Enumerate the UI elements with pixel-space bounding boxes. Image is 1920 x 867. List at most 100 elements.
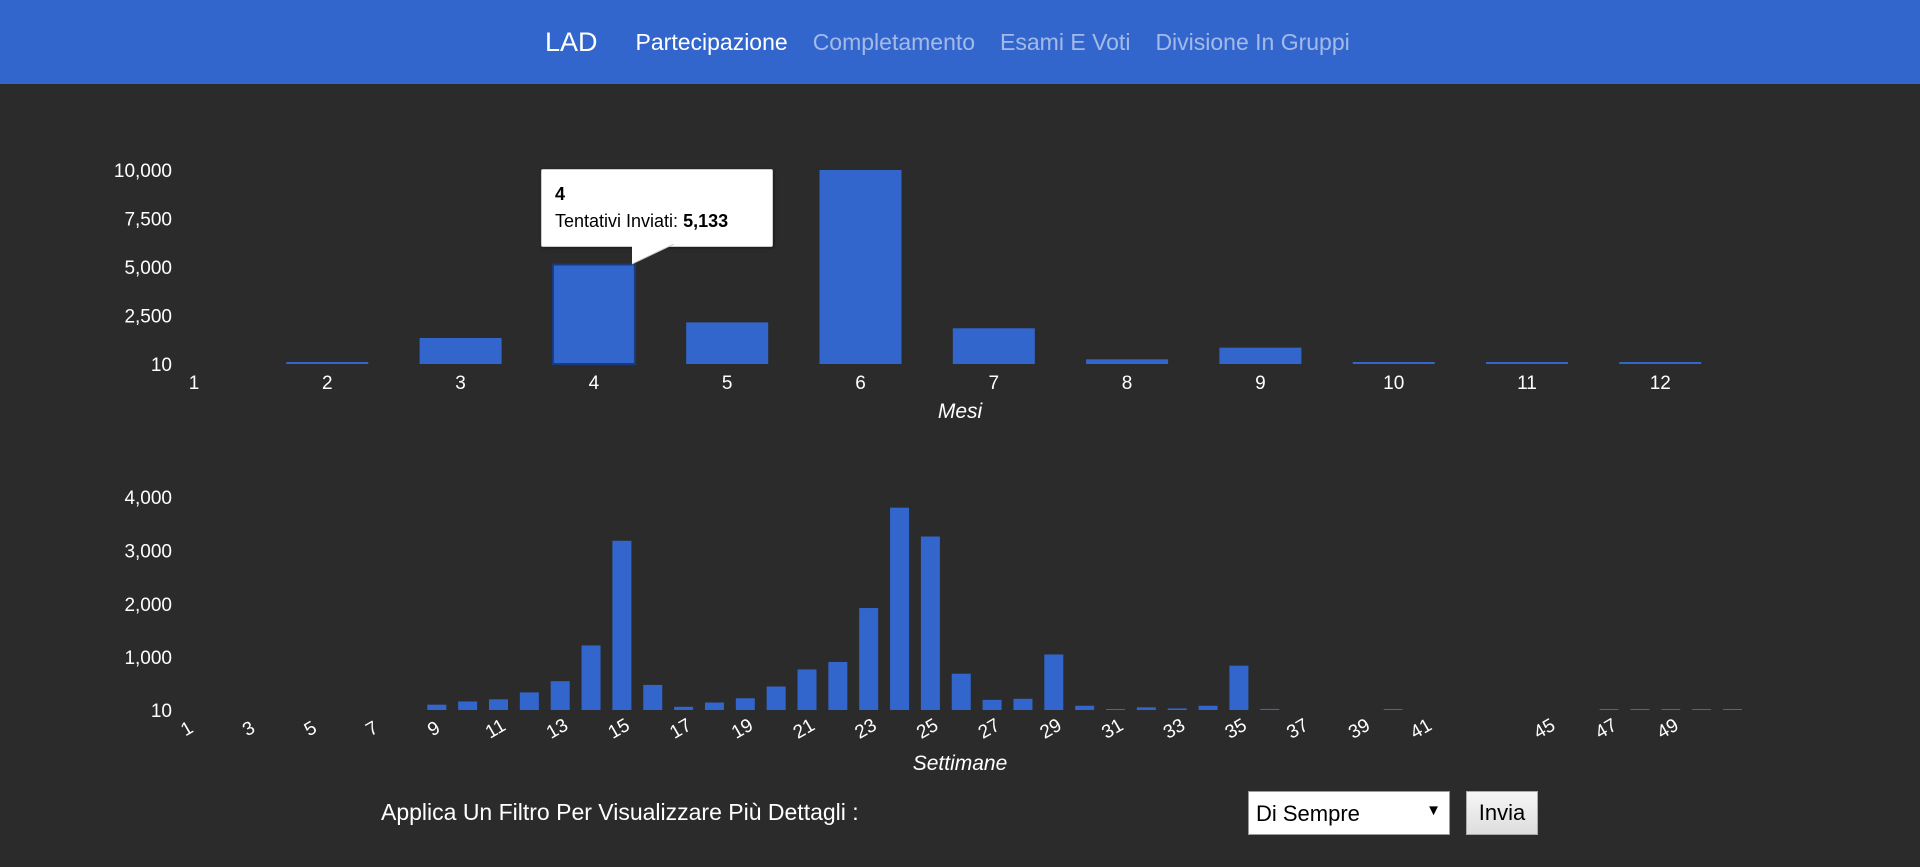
- x-tick-label: 33: [1160, 715, 1189, 744]
- bar-tooltip: 4 Tentativi Inviati: 5,133: [541, 169, 773, 247]
- weekly-bar-chart: 10 1,000 2,000 3,000 4,000 1 3 5 7 9 11 13 15 17 19 21 2…: [124, 488, 1742, 775]
- bar-week-22: [828, 661, 848, 710]
- x-tick-label: 9: [1255, 373, 1266, 394]
- bar-week-34: [1198, 705, 1218, 710]
- bar-week-18: [704, 702, 724, 710]
- tooltip-label: Tentativi Inviati:: [555, 211, 684, 231]
- x-tick-label: 35: [1222, 715, 1251, 744]
- bar-week-13: [550, 681, 570, 710]
- x-tick-label: 11: [482, 715, 510, 743]
- x-tick-label: 11: [1517, 373, 1537, 394]
- bar-week-48: [1630, 709, 1650, 710]
- period-select[interactable]: Di Sempre ▼: [1248, 791, 1450, 835]
- tooltip-row: Tentativi Inviati: 5,133: [555, 211, 728, 232]
- bar-week-50: [1692, 709, 1712, 710]
- filter-row: Applica Un Filtro Per Visualizzare Più D…: [0, 790, 1920, 840]
- y-tick-label: 7,500: [124, 210, 172, 231]
- bar-month-5: [686, 322, 769, 364]
- nav-inner: LAD Partecipazione Completamento Esami E…: [545, 0, 1375, 84]
- bar-week-26: [951, 673, 971, 710]
- bar-week-27: [982, 699, 1002, 710]
- bar-month-7: [952, 328, 1035, 364]
- bar-week-21: [797, 669, 817, 710]
- x-axis-title: Settimane: [913, 752, 1008, 775]
- submit-button[interactable]: Invia: [1466, 791, 1538, 835]
- bar-week-36: [1260, 708, 1280, 710]
- nav-link-completamento[interactable]: Completamento: [812, 28, 976, 55]
- x-tick-label: 3: [239, 717, 259, 740]
- y-tick-label: 10: [151, 355, 172, 376]
- x-tick-label: 8: [1122, 373, 1133, 394]
- x-tick-label: 2: [322, 373, 333, 394]
- nav-link-esami-e-voti[interactable]: Esami E Voti: [1000, 28, 1131, 55]
- bar-month-10: [1352, 362, 1435, 364]
- nav-link-partecipazione[interactable]: Partecipazione: [635, 28, 788, 55]
- y-tick-label: 10,000: [114, 161, 172, 182]
- x-tick-label: 19: [728, 715, 757, 744]
- bar-week-16: [643, 684, 663, 710]
- bar-week-47: [1599, 709, 1619, 710]
- tooltip-value: 5,133: [683, 211, 729, 231]
- x-tick-label: 29: [1037, 715, 1066, 744]
- bar-week-25: [920, 536, 940, 710]
- y-tick-label: 10: [151, 701, 172, 722]
- x-tick-label: 41: [1407, 715, 1436, 744]
- y-tick-label: 2,500: [124, 307, 172, 328]
- x-tick-label: 1: [177, 717, 197, 740]
- bar-week-31: [1106, 709, 1125, 710]
- x-tick-label: 6: [855, 373, 866, 394]
- bar-week-30: [1075, 705, 1095, 710]
- x-tick-label: 49: [1654, 715, 1683, 744]
- x-axis-title: Mesi: [938, 400, 984, 423]
- x-tick-label: 7: [989, 373, 1000, 394]
- y-tick-label: 1,000: [124, 648, 172, 669]
- bar-week-35: [1229, 665, 1249, 710]
- x-tick-label: 23: [852, 715, 881, 744]
- tooltip-title: 4: [555, 184, 566, 204]
- x-tick-label: 17: [666, 715, 695, 744]
- bar-week-28: [1013, 698, 1033, 710]
- x-tick-label: 4: [589, 373, 600, 394]
- y-tick-label: 3,000: [124, 541, 172, 562]
- y-tick-label: 5,000: [124, 258, 172, 279]
- bar-month-12: [1619, 362, 1702, 364]
- tooltip-tail: [632, 244, 675, 265]
- bar-week-9: [427, 704, 447, 710]
- x-tick-label: 13: [543, 715, 572, 744]
- x-tick-label: 15: [605, 715, 634, 744]
- dropdown-caret-icon: ▼: [1426, 802, 1441, 819]
- bar-week-29: [1044, 654, 1064, 710]
- x-tick-label: 39: [1345, 715, 1374, 744]
- x-tick-label: 3: [455, 373, 466, 394]
- brand-link[interactable]: LAD: [545, 26, 598, 57]
- x-tick-label: 5: [722, 373, 733, 394]
- bar-week-23: [859, 608, 879, 710]
- bar-month-6: [819, 170, 902, 364]
- bar-week-51: [1723, 709, 1742, 710]
- bar-week-32: [1136, 707, 1156, 710]
- x-tick-label: 7: [363, 717, 383, 740]
- bar-week-20: [766, 686, 786, 710]
- period-select-value: Di Sempre: [1256, 801, 1360, 826]
- bar-week-11: [489, 699, 508, 710]
- x-tick-label: 25: [913, 715, 942, 744]
- nav-link-divisione-in-gruppi[interactable]: Divisione In Gruppi: [1155, 28, 1350, 55]
- bar-month-8: [1086, 359, 1169, 364]
- bar-week-49: [1661, 709, 1681, 710]
- bar-week-19: [735, 698, 755, 710]
- x-tick-label: 10: [1383, 373, 1404, 394]
- bar-month-4: [551, 263, 636, 365]
- bar-week-24: [890, 507, 910, 710]
- bar-month-11: [1486, 362, 1568, 364]
- bar-week-12: [519, 692, 539, 710]
- x-tick-label: 9: [424, 717, 444, 740]
- y-tick-label: 4,000: [124, 488, 172, 509]
- filter-label: Applica Un Filtro Per Visualizzare Più D…: [381, 799, 859, 825]
- bar-week-40: [1383, 709, 1403, 710]
- bar-week-15: [612, 540, 632, 710]
- x-tick-label: 21: [790, 715, 819, 744]
- x-tick-label: 37: [1283, 715, 1312, 744]
- y-tick-label: 2,000: [124, 595, 172, 616]
- x-tick-label: 1: [189, 373, 200, 394]
